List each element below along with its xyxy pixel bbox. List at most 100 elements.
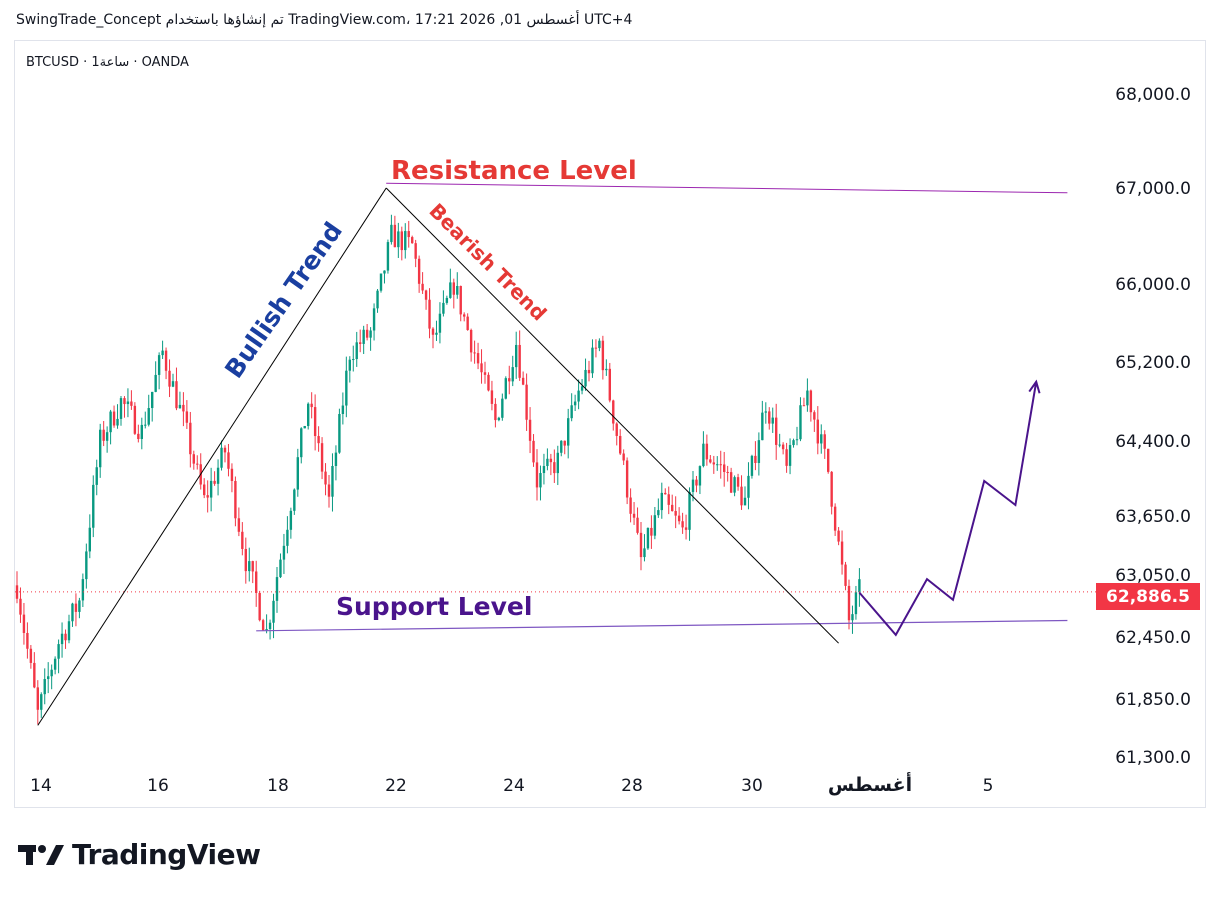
- candle-body: [376, 290, 379, 309]
- candle-body: [400, 231, 403, 251]
- candle-body: [528, 419, 532, 441]
- candle-body: [497, 417, 501, 421]
- candle-body: [660, 492, 663, 511]
- candle-body: [189, 422, 192, 455]
- candle-body: [164, 350, 168, 371]
- candle-body: [64, 633, 67, 641]
- candle-body: [476, 353, 480, 364]
- candle-body: [279, 559, 282, 578]
- candle-body: [757, 440, 761, 463]
- candle-body: [761, 412, 764, 441]
- candle-body: [223, 447, 227, 453]
- candle-body: [286, 529, 289, 546]
- candle-body: [795, 439, 799, 441]
- candle-body: [695, 479, 698, 486]
- candle-body: [372, 308, 376, 331]
- candle-body: [102, 429, 105, 441]
- tradingview-logo[interactable]: TradingView: [18, 838, 261, 871]
- x-tick-label: 30: [741, 776, 763, 796]
- candle-body: [105, 432, 109, 441]
- candle-body: [677, 515, 681, 522]
- candle-body: [736, 477, 740, 487]
- candle-body: [168, 370, 171, 387]
- candle-body: [171, 381, 175, 387]
- candle-body: [827, 448, 830, 472]
- candle-body: [147, 408, 150, 425]
- candle-body: [320, 443, 324, 472]
- drawing-lines-layer: [15, 182, 1096, 726]
- candle-body: [726, 471, 729, 473]
- x-tick-label: 16: [147, 776, 169, 796]
- candle-body: [414, 243, 417, 259]
- candle-body: [788, 445, 792, 466]
- candle-body: [60, 633, 64, 645]
- candle-body: [359, 342, 362, 344]
- candle-body: [310, 403, 313, 408]
- candle-body: [244, 548, 247, 572]
- candle-body: [764, 411, 767, 413]
- candle-body: [324, 471, 327, 485]
- candle-body: [712, 462, 715, 465]
- candle-body: [542, 466, 546, 474]
- candle-body: [823, 434, 826, 449]
- candle-body: [130, 401, 133, 406]
- candle-body: [844, 564, 847, 586]
- candle-body: [768, 411, 771, 424]
- candle-body: [137, 433, 140, 439]
- candle-body: [379, 273, 383, 291]
- candle-body: [553, 462, 556, 474]
- candle-body: [480, 363, 483, 373]
- candle-body: [348, 359, 351, 371]
- candle-body: [300, 428, 303, 458]
- candle-body: [833, 506, 837, 531]
- candle-body: [632, 513, 636, 518]
- candle-body: [268, 622, 272, 630]
- candle-body: [490, 390, 494, 404]
- candle-body: [33, 662, 36, 688]
- candle-body: [778, 444, 781, 446]
- candle-body: [816, 419, 819, 444]
- candle-body: [417, 258, 421, 284]
- candle-body: [508, 378, 511, 382]
- candle-body: [411, 237, 414, 244]
- candle-body: [858, 579, 861, 593]
- candle-body: [837, 530, 840, 542]
- candle-body: [275, 577, 279, 601]
- candle-body: [157, 355, 161, 375]
- candle-body: [234, 480, 237, 519]
- candle-body: [657, 510, 660, 516]
- resistance-label: Resistance Level: [391, 156, 637, 186]
- candle-body: [307, 403, 310, 427]
- candle-body: [293, 489, 296, 511]
- candle-body: [792, 440, 795, 446]
- candle-body: [449, 282, 452, 298]
- tradingview-logo-icon: [18, 844, 64, 865]
- candle-body: [261, 620, 265, 631]
- candle-body: [126, 401, 130, 405]
- candle-body: [563, 440, 566, 446]
- candle-body: [539, 473, 542, 488]
- candle-body: [487, 374, 490, 391]
- candle-body: [501, 398, 504, 418]
- candle-body: [43, 679, 46, 695]
- candle-body: [698, 466, 702, 486]
- candle-body: [407, 231, 410, 238]
- bullish-trend-label: Bullish Trend: [219, 217, 348, 384]
- candle-body: [622, 453, 625, 461]
- candle-body: [81, 579, 85, 601]
- candle-body: [206, 495, 209, 498]
- candle-body: [802, 405, 806, 407]
- candle-body: [71, 603, 74, 622]
- candle-body: [185, 411, 189, 423]
- candle-body: [452, 282, 455, 295]
- candle-body: [674, 511, 677, 516]
- candle-body: [92, 484, 95, 528]
- candle-body: [459, 286, 462, 315]
- candle-body: [227, 452, 230, 469]
- candle-body: [636, 517, 639, 533]
- x-tick-label: 28: [621, 776, 643, 796]
- candle-body: [313, 407, 317, 437]
- candle-body: [629, 497, 632, 514]
- candle-body: [799, 405, 802, 440]
